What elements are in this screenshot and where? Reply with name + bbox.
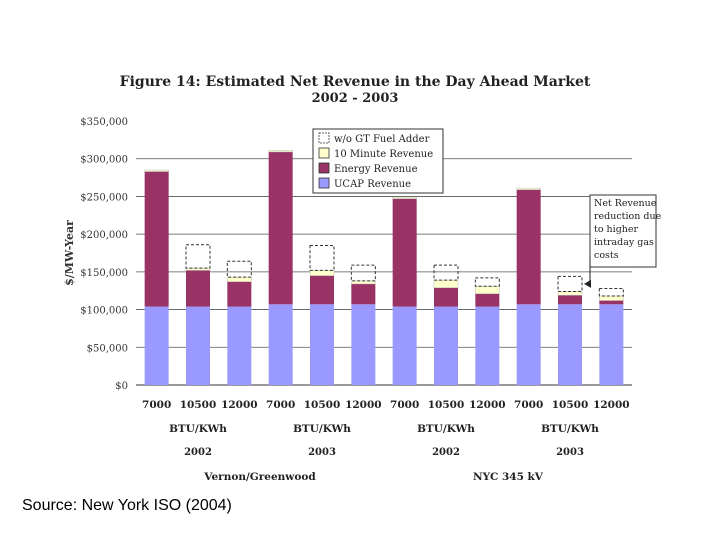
bar-segment [475, 293, 500, 307]
group-year-label: 2003 [308, 447, 336, 458]
bar-segment [599, 304, 624, 385]
bar-segment [433, 264, 459, 281]
bar-segment [351, 304, 376, 385]
bar-segment [186, 270, 210, 307]
bar-segment [310, 275, 334, 305]
bar-segment [558, 295, 582, 305]
bar-segment [185, 244, 211, 269]
bar-segment [227, 306, 252, 385]
annotation-arrow-head [584, 279, 591, 288]
bar-segment [557, 275, 583, 292]
x-tick-label: 7000 [142, 399, 171, 411]
group-year-label: 2002 [184, 447, 212, 458]
bar-segment [557, 291, 583, 296]
annotation-text: Net Revenue [594, 198, 657, 209]
bar-segment [434, 306, 458, 385]
bar-segment [474, 277, 500, 287]
annotation-text: reduction due [594, 211, 662, 222]
annotation-text: to higher [594, 224, 639, 235]
x-tick-label: 7000 [266, 399, 295, 411]
region-label: NYC 345 kV [473, 471, 544, 483]
bar-segment [226, 260, 252, 278]
bar-segment [433, 279, 459, 288]
x-tick-label: 12000 [221, 399, 258, 411]
bar-segment [516, 304, 541, 385]
bar-segment [186, 306, 210, 385]
x-tick-label: 10500 [428, 399, 465, 411]
bar-segment [558, 304, 582, 385]
bar-segment [144, 171, 169, 307]
chart-title: Figure 14: Estimated Net Revenue in the … [119, 74, 591, 90]
bar-segment [599, 300, 624, 305]
y-tick-label: $150,000 [80, 268, 128, 279]
legend-swatch [318, 177, 330, 189]
bar-segment [475, 306, 500, 385]
bar-segment [227, 281, 252, 307]
x-tick-label: 7000 [514, 399, 543, 411]
bar-segment [144, 169, 169, 172]
bar-segment [309, 270, 335, 276]
y-axis-label: $/MW-Year [63, 220, 76, 286]
bar-segment [310, 304, 334, 385]
x-tick-label: 10500 [552, 399, 589, 411]
bar-segment [309, 244, 335, 271]
bar-segment [598, 287, 624, 297]
bar-segment [516, 187, 541, 190]
bar-segment [516, 189, 541, 305]
region-label: Vernon/Greenwood [203, 471, 316, 483]
bar-segment [599, 295, 624, 301]
bar-segment [268, 304, 293, 385]
bar-segment [227, 276, 252, 282]
bar-segment [392, 198, 417, 307]
group-unit-label: BTU/KWh [417, 423, 475, 435]
bar-segment [392, 306, 417, 385]
x-tick-label: 7000 [390, 399, 419, 411]
bar-segment [350, 264, 376, 282]
group-unit-label: BTU/KWh [169, 423, 227, 435]
y-tick-label: $200,000 [80, 230, 128, 241]
group-year-label: 2003 [556, 447, 584, 458]
legend-box [312, 128, 444, 194]
legend-label: 10 Minute Revenue [334, 149, 433, 160]
bar-segment [351, 283, 376, 305]
annotation-text: costs [594, 250, 619, 261]
y-tick-label: $300,000 [80, 155, 128, 166]
bar-segment [144, 306, 169, 385]
y-tick-label: $0 [115, 381, 128, 392]
group-unit-label: BTU/KWh [541, 423, 599, 435]
y-tick-label: $350,000 [80, 117, 128, 128]
chart-subtitle: 2002 - 2003 [311, 91, 399, 106]
legend-label: UCAP Revenue [334, 179, 411, 190]
group-unit-label: BTU/KWh [293, 423, 351, 435]
legend-swatch [318, 132, 330, 144]
legend-label: Energy Revenue [334, 164, 418, 175]
legend-swatch [318, 162, 330, 174]
bar-segment [185, 267, 211, 271]
x-tick-label: 12000 [469, 399, 506, 411]
y-tick-label: $250,000 [80, 192, 128, 203]
legend-label: w/o GT Fuel Adder [334, 134, 430, 145]
annotation-box [589, 194, 657, 268]
bar-segment [268, 150, 293, 153]
x-tick-label: 10500 [180, 399, 217, 411]
annotation-text: intraday gas [594, 237, 654, 248]
legend-swatch [318, 147, 330, 159]
x-tick-label: 12000 [593, 399, 630, 411]
bar-segment [434, 287, 458, 307]
y-tick-label: $50,000 [87, 343, 128, 354]
y-tick-label: $100,000 [80, 306, 128, 317]
bar-segment [475, 285, 500, 294]
source-caption: Source: New York ISO (2004) [22, 497, 232, 514]
group-year-label: 2002 [432, 447, 460, 458]
x-tick-label: 12000 [345, 399, 382, 411]
bar-segment [268, 151, 293, 305]
bar-segment [392, 196, 417, 199]
x-tick-label: 10500 [304, 399, 341, 411]
